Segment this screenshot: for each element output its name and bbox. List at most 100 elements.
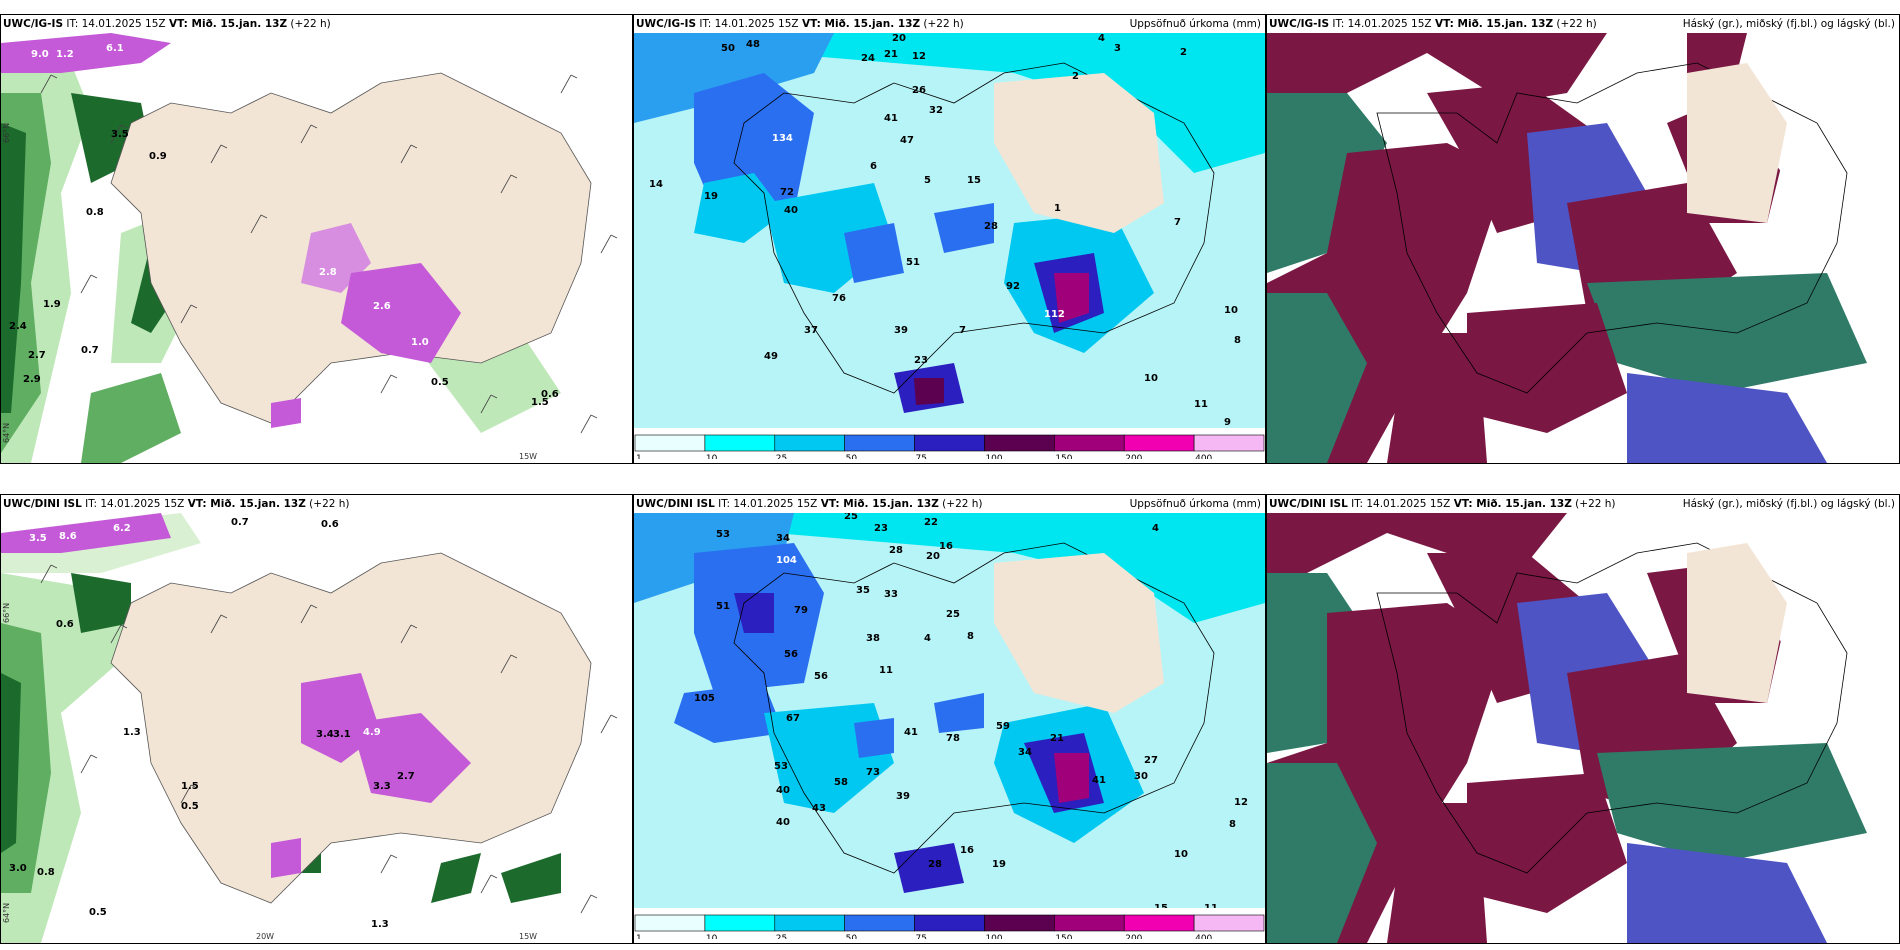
colorbar-tick-label: 150 (1055, 454, 1072, 459)
wind-label: 1.3 (123, 727, 141, 738)
wind-label: 0.6 (321, 519, 339, 530)
precip-label: 20 (926, 551, 940, 562)
precip-label: 7 (1174, 217, 1181, 228)
wind-label: 3.1 (333, 729, 351, 740)
precip-label: 8 (967, 631, 974, 642)
wind-label: 1.5 (531, 397, 549, 408)
wind-label: 1.5 (181, 781, 199, 792)
precip-label: 49 (764, 351, 778, 362)
precip-label: 28 (889, 545, 903, 556)
precip-label: 53 (716, 529, 730, 540)
precip-label: 20 (892, 33, 906, 44)
precip-label: 21 (884, 49, 898, 60)
precip-label: 39 (894, 325, 908, 336)
panel-right-title: Uppsöfnuð úrkoma (mm) (1129, 18, 1261, 30)
wind-label: 3.0 (9, 863, 27, 874)
precip-label: 10 (1224, 305, 1238, 316)
colorbar-tick-label: 200 (1125, 454, 1142, 459)
precip-panel-row2: UWC/DINI ISL IT: 14.01.2025 15Z VT: Mið.… (633, 494, 1266, 944)
colorbar-segment (704, 914, 776, 932)
precip-map: 53 34 25 23 22 4 16 104 28 20 35 33 25 7… (634, 513, 1265, 908)
wind-label: 0.6 (56, 619, 74, 630)
colorbar-tick-label: 400 (1195, 934, 1212, 939)
lat-label-64: 64°N (2, 903, 11, 923)
precip-label: 19 (992, 859, 1006, 870)
precip-label: 47 (900, 135, 914, 146)
precip-label: 30 (1134, 771, 1148, 782)
precip-label: 41 (904, 727, 918, 738)
precip-label: 15 (1154, 903, 1168, 908)
colorbar-segment (914, 434, 985, 452)
lat-label-66: 66°N (2, 603, 11, 623)
precip-label: 43 (812, 803, 826, 814)
cloud-map (1267, 513, 1899, 943)
colorbar-segment (634, 434, 706, 452)
lon-label-15: 15W (519, 452, 537, 461)
precip-label: 50 (721, 43, 735, 54)
precip-label: 21 (1050, 733, 1064, 744)
wind-label: 0.5 (89, 907, 107, 918)
precip-label: 10 (1144, 373, 1158, 384)
colorbar-segment (844, 434, 915, 452)
colorbar-tick-label: 50 (846, 454, 858, 459)
precip-label: 76 (832, 293, 846, 304)
wind-label: 0.8 (37, 867, 55, 878)
cloud-map (1267, 33, 1899, 463)
wind-label: 1.0 (411, 337, 429, 348)
colorbar-tick-label: 100 (985, 934, 1002, 939)
precip-label: 4 (1098, 33, 1105, 44)
wind-label: 8.6 (59, 531, 77, 542)
precip-label: 41 (884, 113, 898, 124)
colorbar-tick-label: 150 (1055, 934, 1072, 939)
precip-label: 28 (928, 859, 942, 870)
precip-label: 25 (844, 513, 858, 522)
precip-label: 53 (774, 761, 788, 772)
colorbar-segment (984, 434, 1055, 452)
cloud-panel-row1: UWC/IG-IS IT: 14.01.2025 15Z VT: Mið. 15… (1266, 14, 1900, 464)
colorbar-tick-label: 1 (636, 934, 642, 939)
precip-label: 38 (866, 633, 880, 644)
precip-label: 51 (906, 257, 920, 268)
wind-gust-map: 3.5 8.6 6.2 0.7 0.6 0.6 3.4 3.1 4.9 3.3 … (1, 513, 632, 943)
colorbar-tick-label: 10 (706, 934, 718, 939)
precip-label: 48 (746, 39, 760, 50)
precip-label: 25 (946, 609, 960, 620)
colorbar-segment (1193, 434, 1265, 452)
panel-right-title: Háský (gr.), miðský (fj.bl.) og lágský (… (1682, 18, 1895, 30)
precip-label: 79 (794, 605, 808, 616)
precip-label: 39 (896, 791, 910, 802)
precip-label: 23 (874, 523, 888, 534)
lat-label-64: 64°N (2, 423, 11, 443)
precip-label: 27 (1144, 755, 1158, 766)
wind-label: 1.9 (43, 299, 61, 310)
precip-colorbar: 1 10 25 50 75 100 150 200 400 (634, 914, 1265, 939)
wind-label: 0.8 (86, 207, 104, 218)
wind-label: 3.5 (111, 129, 129, 140)
wind-label: 1.2 (56, 49, 74, 60)
precip-label: 4 (924, 633, 931, 644)
colorbar-tick-label: 200 (1125, 934, 1142, 939)
precip-label: 1 (1054, 203, 1061, 214)
wind-label: 1.3 (371, 919, 389, 930)
wind-label: 0.5 (431, 377, 449, 388)
colorbar-tick-label: 50 (846, 934, 858, 939)
precip-colorbar: 1 10 25 50 75 100 150 200 400 (634, 434, 1265, 459)
precip-label: 16 (939, 541, 953, 552)
colorbar-segment (914, 914, 985, 932)
precip-label: 35 (856, 585, 870, 596)
precip-label: 8 (1229, 819, 1236, 830)
wind-label: 0.7 (81, 345, 99, 356)
precip-label: 16 (960, 845, 974, 856)
wind-label: 4.9 (363, 727, 381, 738)
colorbar-tick-label: 75 (916, 454, 927, 459)
colorbar-segment (634, 914, 706, 932)
wind-panel-row2: UWC/DINI ISL IT: 14.01.2025 15Z VT: Mið.… (0, 494, 633, 944)
precip-label: 8 (1234, 335, 1241, 346)
lon-label-20: 20W (256, 932, 274, 941)
precip-label: 12 (912, 51, 926, 62)
colorbar-tick-label: 75 (916, 934, 927, 939)
wind-label: 2.4 (9, 321, 27, 332)
wind-label: 0.6 (541, 389, 559, 400)
wind-label: 0.7 (231, 517, 249, 528)
colorbar-tick-label: 25 (776, 454, 787, 459)
